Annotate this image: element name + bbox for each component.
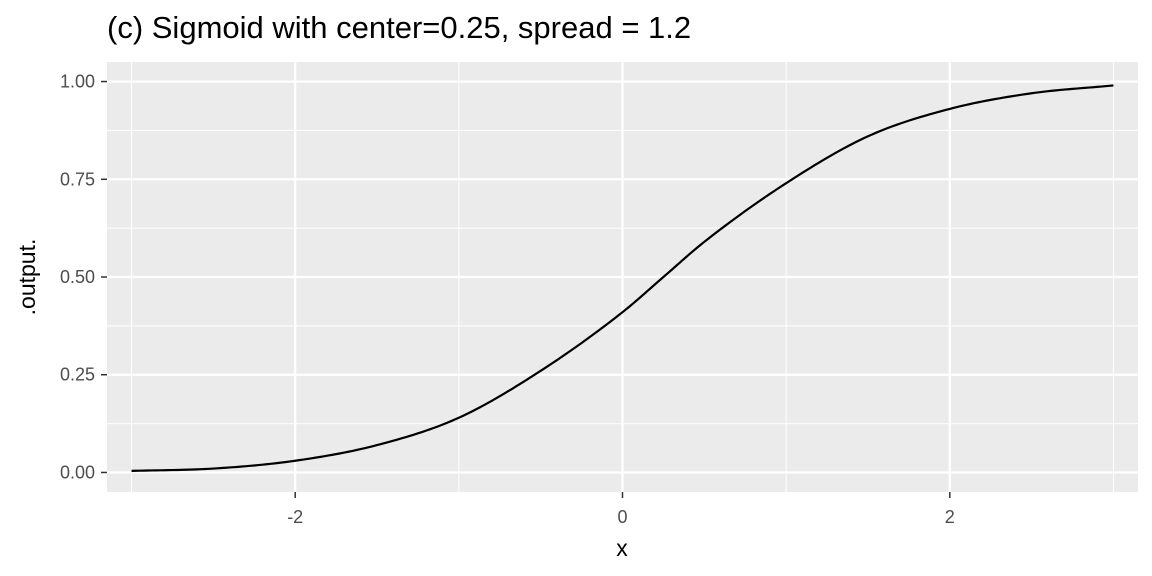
chart-title: (c) Sigmoid with center=0.25, spread = 1…: [107, 10, 691, 45]
x-tick-label: -2: [287, 507, 303, 527]
x-tick-label: 0: [617, 507, 627, 527]
y-tick-label: 1.00: [60, 72, 95, 92]
x-tick-label: 2: [945, 507, 955, 527]
y-tick-label: 0.25: [60, 365, 95, 385]
x-axis-title: x: [616, 535, 628, 561]
y-tick-label: 0.50: [60, 267, 95, 287]
x-axis: -2 0 2: [287, 492, 955, 527]
sigmoid-line: [131, 84, 1114, 472]
y-axis-title: .output.: [14, 239, 40, 316]
y-tick-label: 0.75: [60, 169, 95, 189]
major-gridlines: [107, 62, 1138, 492]
y-tick-label: 0.00: [60, 462, 95, 482]
y-axis: 0.00 0.25 0.50 0.75 1.00: [60, 72, 107, 482]
